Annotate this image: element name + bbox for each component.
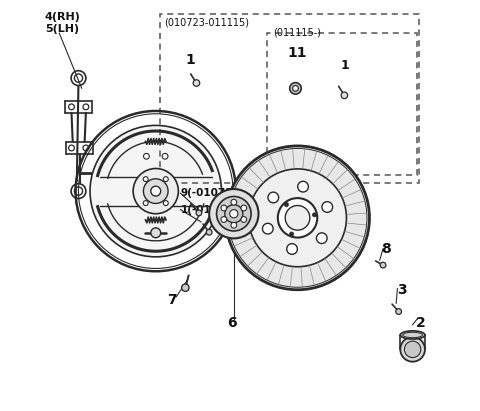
Circle shape: [249, 169, 347, 267]
Circle shape: [380, 262, 386, 268]
Circle shape: [162, 153, 168, 159]
Circle shape: [216, 196, 251, 231]
Text: 1: 1: [340, 59, 349, 72]
Circle shape: [287, 244, 298, 254]
Text: 1: 1: [186, 53, 195, 67]
Circle shape: [341, 92, 348, 99]
Circle shape: [71, 71, 86, 85]
Text: 4(RH)
5(LH): 4(RH) 5(LH): [45, 12, 81, 34]
Circle shape: [193, 80, 200, 86]
Circle shape: [83, 104, 89, 110]
Circle shape: [221, 217, 227, 222]
Circle shape: [133, 169, 179, 214]
Circle shape: [143, 201, 148, 206]
Circle shape: [278, 198, 317, 238]
Text: 6: 6: [227, 316, 237, 330]
Circle shape: [83, 145, 89, 151]
Circle shape: [151, 228, 161, 238]
Circle shape: [225, 205, 243, 223]
Text: 10: 10: [296, 180, 315, 194]
Text: 8: 8: [381, 242, 391, 256]
Circle shape: [153, 229, 158, 234]
Circle shape: [293, 85, 299, 91]
Circle shape: [226, 146, 370, 290]
Circle shape: [290, 83, 301, 94]
Bar: [267, 33, 417, 175]
Circle shape: [289, 232, 294, 236]
Circle shape: [90, 125, 221, 257]
Circle shape: [241, 205, 247, 211]
Circle shape: [298, 181, 308, 192]
Circle shape: [151, 186, 161, 196]
Text: 7: 7: [168, 293, 177, 307]
Text: 1(-010723): 1(-010723): [180, 205, 245, 215]
Circle shape: [181, 284, 189, 291]
Circle shape: [263, 223, 273, 234]
Circle shape: [322, 202, 333, 212]
Text: 9(-010723): 9(-010723): [180, 188, 245, 198]
Circle shape: [312, 213, 317, 217]
Ellipse shape: [400, 331, 425, 339]
Circle shape: [396, 309, 402, 314]
Circle shape: [209, 189, 259, 238]
Circle shape: [221, 205, 227, 211]
Text: 11: 11: [288, 46, 307, 60]
Circle shape: [69, 104, 74, 110]
Circle shape: [163, 201, 168, 206]
Circle shape: [400, 337, 425, 362]
Circle shape: [285, 206, 310, 230]
Text: 3: 3: [397, 283, 407, 297]
Circle shape: [284, 203, 288, 207]
Circle shape: [69, 145, 74, 151]
Bar: [160, 14, 419, 183]
Text: (011115-): (011115-): [273, 28, 321, 38]
Text: (010723-011115): (010723-011115): [164, 17, 249, 27]
Circle shape: [163, 177, 168, 182]
Text: 2: 2: [416, 316, 426, 330]
Circle shape: [206, 229, 212, 235]
Circle shape: [316, 233, 327, 243]
Circle shape: [241, 217, 247, 222]
Circle shape: [268, 192, 278, 203]
Circle shape: [144, 153, 149, 159]
Circle shape: [196, 210, 202, 216]
Circle shape: [144, 179, 168, 203]
Circle shape: [404, 341, 421, 358]
Circle shape: [231, 222, 237, 228]
Circle shape: [230, 210, 238, 218]
Circle shape: [143, 177, 148, 182]
Circle shape: [231, 199, 237, 205]
Circle shape: [71, 184, 86, 199]
